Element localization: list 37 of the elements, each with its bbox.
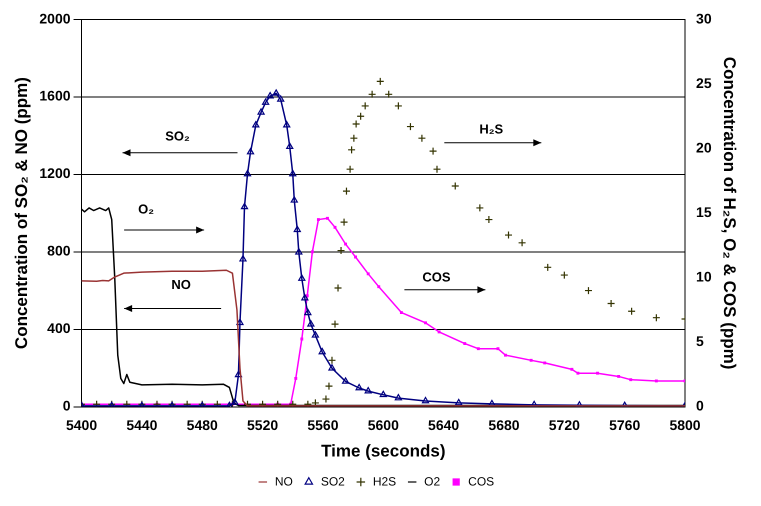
annotation: NO [171, 277, 191, 292]
annotation: COS [422, 269, 451, 284]
x-tick-label: 5600 [368, 417, 400, 434]
x-tick-label: 5800 [669, 417, 701, 434]
y2-tick-label: 25 [696, 74, 712, 91]
x-tick-label: 5560 [307, 417, 339, 434]
y2-tick-label: 5 [696, 333, 704, 350]
y2-axis-title: Concentration of H₂S, O₂ & COS (ppm) [720, 56, 740, 370]
x-tick-label: 5400 [66, 417, 98, 434]
x-tick-label: 5520 [247, 417, 278, 434]
y-tick-label: 400 [47, 320, 71, 336]
x-tick-label: 5640 [428, 417, 460, 434]
x-tick-label: 5440 [126, 417, 158, 434]
y-tick-label: 1600 [39, 88, 71, 104]
legend-label: O2 [424, 474, 441, 488]
legend-label: COS [468, 474, 494, 488]
y2-tick-label: 0 [696, 398, 704, 414]
x-tick-label: 5760 [609, 417, 640, 434]
y2-tick-label: 15 [696, 204, 712, 220]
y-tick-label: 2000 [39, 10, 71, 26]
x-tick-label: 5720 [548, 417, 580, 434]
y-tick-label: 1200 [39, 165, 71, 182]
x-axis-title: Time (seconds) [321, 441, 446, 460]
y2-tick-label: 20 [696, 139, 712, 156]
x-tick-label: 5680 [488, 417, 520, 434]
y2-tick-label: 10 [696, 268, 712, 285]
x-tick-label: 5480 [186, 417, 218, 434]
annotation: H₂S [479, 121, 504, 136]
legend-label: H2S [372, 474, 396, 488]
y-tick-label: 0 [62, 398, 71, 414]
annotation: O₂ [138, 202, 154, 217]
y-tick-label: 800 [47, 242, 71, 259]
legend-label: SO2 [320, 474, 346, 488]
legend-label: NO [274, 474, 293, 488]
annotation: SO₂ [165, 128, 190, 144]
y-axis-title: Concentration of SO₂ & NO (ppm) [12, 77, 31, 350]
y2-tick-label: 30 [696, 10, 712, 26]
